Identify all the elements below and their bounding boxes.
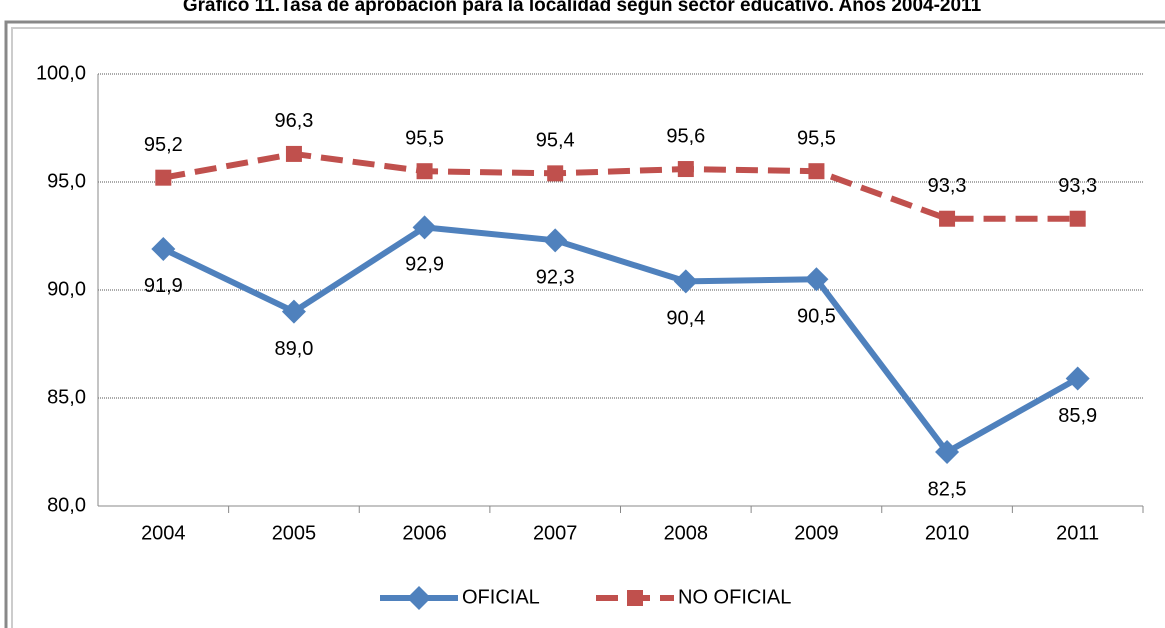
data-label: 95,2	[144, 134, 183, 156]
data-label: 95,4	[536, 130, 575, 152]
data-label: 90,4	[666, 308, 705, 330]
y-tick-label: 90,0	[47, 278, 86, 300]
data-label: 95,6	[666, 125, 705, 147]
x-tick-label: 2006	[402, 522, 447, 544]
x-tick-label: 2011	[1056, 522, 1099, 544]
data-label: 93,3	[928, 175, 967, 197]
chart-title: Gráfico 11.Tasa de aprobación para la lo…	[183, 0, 982, 16]
data-label: 96,3	[274, 110, 313, 132]
series-line	[162, 224, 1080, 455]
point	[416, 163, 433, 180]
point	[808, 163, 825, 180]
point	[547, 165, 564, 182]
point	[1065, 366, 1090, 391]
data-label: 93,3	[1058, 175, 1097, 197]
point	[155, 169, 172, 186]
x-tick-label: 2009	[794, 522, 839, 544]
x-tick-label: 2008	[664, 522, 709, 544]
y-tick-label: 80,0	[47, 494, 86, 516]
point	[935, 440, 960, 464]
point	[804, 267, 829, 292]
y-tick-label: 85,0	[47, 386, 86, 408]
x-tick-label: 2007	[533, 522, 578, 544]
data-label: 89,0	[274, 338, 313, 360]
point	[412, 215, 437, 240]
point	[151, 236, 176, 261]
legend-marker	[627, 590, 643, 606]
data-label: 95,5	[797, 127, 836, 149]
y-tick-label: 100,0	[36, 62, 86, 84]
x-tick-label: 2004	[141, 522, 186, 544]
point	[285, 145, 302, 162]
point	[281, 299, 306, 324]
x-tick-label: 2005	[272, 522, 317, 544]
point	[939, 210, 956, 227]
data-label: 95,5	[405, 127, 444, 149]
data-label: 90,5	[797, 305, 836, 327]
chart-frame	[4, 20, 1165, 628]
chart-frame-inner	[11, 27, 1165, 628]
point	[1069, 210, 1086, 227]
y-tick-label: 95,0	[47, 170, 86, 192]
legend-label: NO OFICIAL	[678, 586, 791, 608]
legend-marker	[407, 586, 431, 610]
point	[673, 269, 698, 294]
series-line	[162, 150, 1078, 222]
data-label: 91,9	[144, 275, 183, 297]
data-label: 85,9	[1058, 405, 1097, 427]
data-label: 82,5	[928, 478, 967, 500]
data-label: 92,9	[405, 254, 444, 276]
x-tick-label: 2010	[925, 522, 970, 544]
point	[543, 228, 568, 253]
data-label: 92,3	[536, 267, 575, 289]
legend-label: OFICIAL	[462, 586, 540, 608]
point	[677, 161, 694, 178]
